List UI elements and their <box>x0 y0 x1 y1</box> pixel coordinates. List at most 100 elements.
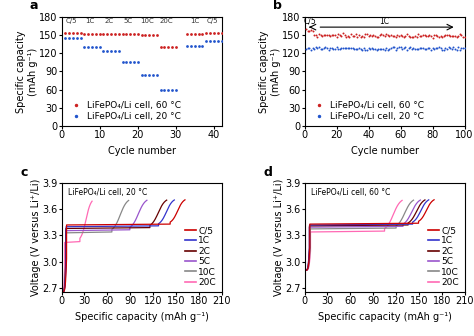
X-axis label: Specific capacity (mAh g⁻¹): Specific capacity (mAh g⁻¹) <box>74 312 209 322</box>
Point <box>379 33 387 38</box>
Point <box>434 33 441 38</box>
Point <box>456 32 464 37</box>
Point <box>187 43 195 49</box>
Point <box>442 32 449 38</box>
Point <box>424 33 431 38</box>
Point <box>408 34 416 40</box>
Point <box>88 44 96 50</box>
Point <box>62 35 69 41</box>
Point <box>84 31 92 37</box>
Point <box>432 45 439 51</box>
Point <box>422 46 430 51</box>
Point <box>146 72 153 77</box>
Point <box>457 33 465 38</box>
Text: 10C: 10C <box>140 18 154 24</box>
Point <box>307 47 315 52</box>
Point <box>127 60 134 65</box>
Point <box>96 44 103 50</box>
Point <box>218 38 225 44</box>
Point <box>354 34 361 40</box>
Text: d: d <box>263 166 272 179</box>
Point <box>323 33 331 38</box>
Point <box>350 46 358 52</box>
Point <box>73 35 81 41</box>
Point <box>429 45 437 50</box>
Point <box>371 34 379 39</box>
Point <box>366 46 374 52</box>
Point <box>349 33 356 38</box>
Point <box>376 33 383 38</box>
Point <box>378 46 385 52</box>
Point <box>414 32 422 37</box>
Point <box>327 34 334 39</box>
Point <box>317 46 324 51</box>
X-axis label: Cycle number: Cycle number <box>108 146 175 156</box>
Point <box>406 34 414 39</box>
Point <box>350 33 358 39</box>
Point <box>164 87 172 92</box>
Point <box>379 46 387 51</box>
Point <box>123 32 130 37</box>
Point <box>100 32 107 37</box>
Point <box>69 35 77 41</box>
Point <box>371 47 379 52</box>
Text: LiFePO₄/Li cell, 20 °C: LiFePO₄/Li cell, 20 °C <box>68 188 147 198</box>
Point <box>368 45 375 51</box>
Point <box>437 34 444 39</box>
Point <box>397 32 404 37</box>
Point <box>107 49 115 54</box>
Point <box>123 60 130 65</box>
Point <box>315 32 323 37</box>
Point <box>418 33 425 39</box>
Point <box>69 31 77 36</box>
Point <box>339 31 347 36</box>
Point <box>416 34 424 39</box>
Point <box>403 47 411 52</box>
Point <box>385 33 393 38</box>
Point <box>206 31 214 36</box>
Point <box>457 45 465 50</box>
Point <box>455 34 462 39</box>
Point <box>370 46 377 51</box>
Point <box>168 44 176 50</box>
Point <box>426 33 433 38</box>
Point <box>459 45 467 50</box>
Point <box>302 46 310 52</box>
Point <box>438 34 446 39</box>
Point <box>413 34 420 40</box>
Point <box>302 27 310 32</box>
Text: C/5: C/5 <box>206 18 218 24</box>
Point <box>134 60 142 65</box>
Point <box>328 46 336 51</box>
X-axis label: Specific capacity (mAh g⁻¹): Specific capacity (mAh g⁻¹) <box>318 312 452 322</box>
Point <box>400 45 408 51</box>
Point <box>366 32 374 37</box>
Point <box>445 45 452 50</box>
Point <box>333 44 340 49</box>
Point <box>309 29 317 34</box>
Point <box>434 45 441 51</box>
Point <box>451 46 459 52</box>
Point <box>447 45 454 51</box>
Point <box>411 47 419 52</box>
Text: c: c <box>20 166 27 179</box>
Point <box>400 35 408 40</box>
Point <box>363 31 371 37</box>
Point <box>325 33 332 38</box>
Point <box>427 34 435 39</box>
Point <box>337 45 345 50</box>
Point <box>149 32 157 38</box>
Point <box>435 34 443 40</box>
Y-axis label: Specific capacity
(mAh g⁻¹): Specific capacity (mAh g⁻¹) <box>16 30 37 113</box>
Point <box>306 28 313 33</box>
Point <box>111 49 118 54</box>
Point <box>344 33 352 38</box>
Point <box>397 45 404 50</box>
Point <box>138 32 146 38</box>
Point <box>325 47 332 52</box>
Text: C/5: C/5 <box>304 16 317 26</box>
Point <box>115 49 122 54</box>
Point <box>168 87 176 92</box>
Point <box>449 45 457 50</box>
Point <box>453 34 460 39</box>
